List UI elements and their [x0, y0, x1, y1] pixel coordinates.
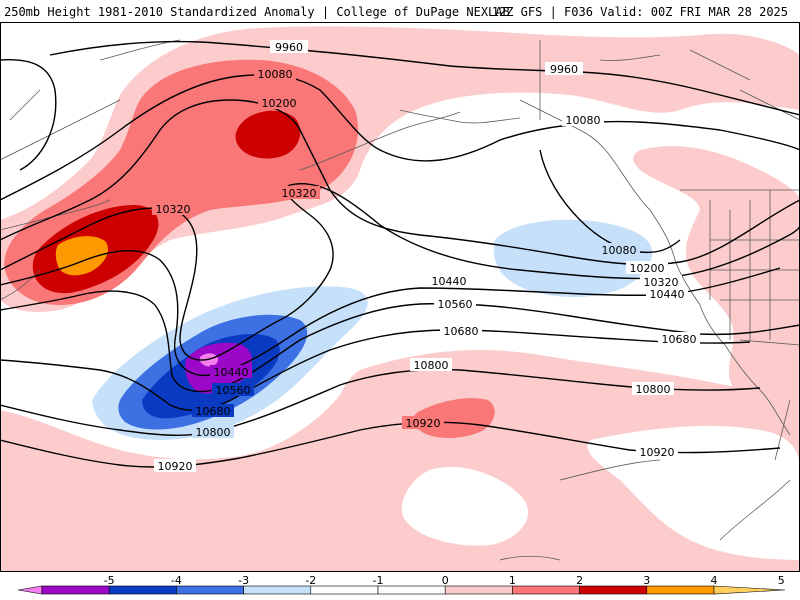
legend-tick: 5	[778, 574, 785, 587]
legend-ticks: -5 -4 -3 -2 -1 0 1 2 3 4 5	[104, 574, 785, 587]
svg-text:10920: 10920	[158, 460, 193, 473]
contour-label: 10800	[410, 358, 452, 372]
svg-text:10080: 10080	[602, 244, 637, 257]
legend-tick: 2	[576, 574, 583, 587]
legend-tick: -2	[305, 574, 316, 587]
legend-swatch	[646, 585, 715, 595]
legend-tick: 3	[643, 574, 650, 587]
svg-text:10560: 10560	[438, 298, 473, 311]
legend-color-bar	[17, 585, 786, 595]
legend-swatch	[243, 585, 312, 595]
contour-label: 10440	[428, 274, 470, 288]
legend-tick: -3	[238, 574, 249, 587]
contour-9960-north	[0, 58, 57, 171]
svg-text:10440: 10440	[650, 288, 685, 301]
contour-9960	[49, 40, 800, 116]
color-scale-legend: -5 -4 -3 -2 -1 0 1 2 3 4 5	[17, 574, 786, 595]
svg-text:10920: 10920	[406, 417, 441, 430]
legend-tick: 1	[509, 574, 516, 587]
legend-swatch	[108, 585, 177, 595]
legend-tick: 4	[711, 574, 718, 587]
contour-label: 9960	[545, 62, 583, 76]
contour-10680	[0, 329, 751, 411]
svg-text:10800: 10800	[636, 383, 671, 396]
svg-text:10080: 10080	[258, 68, 293, 81]
legend-swatch	[579, 585, 648, 595]
contour-label: 10680	[440, 324, 482, 338]
contour-labels: 9960 9960 10080 10080 10080 10200 10200 …	[152, 40, 700, 473]
legend-swatch	[176, 585, 244, 595]
legend-tick: -1	[373, 574, 384, 587]
svg-text:10920: 10920	[640, 446, 675, 459]
svg-text:10080: 10080	[566, 114, 601, 127]
contour-label: 10440	[646, 287, 688, 301]
contour-label: 10200	[258, 96, 300, 110]
svg-text:10680: 10680	[196, 405, 231, 418]
land-gaps	[401, 425, 800, 560]
svg-text:10320: 10320	[644, 276, 679, 289]
contour-10080	[0, 74, 800, 201]
svg-text:10200: 10200	[262, 97, 297, 110]
svg-text:10200: 10200	[630, 262, 665, 275]
contour-10440	[0, 250, 781, 377]
contour-label: 10560	[434, 297, 476, 311]
legend-swatch	[713, 585, 786, 595]
contour-label: 10560	[212, 383, 254, 397]
legend-swatch	[41, 585, 110, 595]
legend-swatch	[310, 585, 379, 595]
contour-10080-south	[539, 149, 681, 254]
legend-tick: -4	[171, 574, 182, 587]
contour-label: 9960	[270, 40, 308, 54]
svg-text:10800: 10800	[196, 426, 231, 439]
svg-text:10560: 10560	[216, 384, 251, 397]
map-title: 250mb Height 1981-2010 Standardized Anom…	[4, 5, 510, 19]
contour-label: 10920	[154, 459, 196, 473]
svg-text:10800: 10800	[414, 359, 449, 372]
contour-label: 10680	[192, 404, 234, 418]
contour-label: 10080	[562, 113, 604, 127]
contour-label: 10080	[254, 67, 296, 81]
contour-label: 10920	[402, 416, 444, 430]
contour-label: 10320	[152, 202, 194, 216]
svg-text:9960: 9960	[275, 41, 303, 54]
contour-label: 10200	[626, 261, 668, 275]
legend-swatch	[512, 585, 580, 595]
contour-10800	[0, 368, 761, 436]
svg-text:10680: 10680	[662, 333, 697, 346]
contour-label: 10080	[598, 243, 640, 257]
svg-text:10440: 10440	[432, 275, 467, 288]
contour-label: 10440	[210, 365, 252, 379]
model-run-info: 12Z GFS | F036 Valid: 00Z FRI MAR 28 202…	[491, 5, 788, 19]
contour-label: 10320	[640, 275, 682, 289]
contour-label: 10800	[632, 382, 674, 396]
title-bar: 250mb Height 1981-2010 Standardized Anom…	[0, 0, 800, 22]
legend-tick: -5	[104, 574, 115, 587]
contour-label: 10800	[192, 425, 234, 439]
legend-swatch	[17, 585, 43, 595]
contour-10920	[0, 421, 781, 468]
svg-text:9960: 9960	[550, 63, 578, 76]
svg-text:10440: 10440	[214, 366, 249, 379]
contour-label: 10320	[278, 186, 320, 200]
legend-swatch	[377, 585, 446, 595]
contour-label: 10920	[636, 445, 678, 459]
anomaly-map: 9960 9960 10080 10080 10080 10200 10200 …	[0, 22, 800, 572]
contour-10560	[0, 290, 800, 393]
svg-text:10680: 10680	[444, 325, 479, 338]
legend-swatch	[444, 585, 513, 595]
contour-10320	[0, 183, 800, 361]
svg-text:10320: 10320	[282, 187, 317, 200]
legend-tick: 0	[442, 574, 449, 587]
svg-text:10320: 10320	[156, 203, 191, 216]
contour-label: 10680	[658, 332, 700, 346]
